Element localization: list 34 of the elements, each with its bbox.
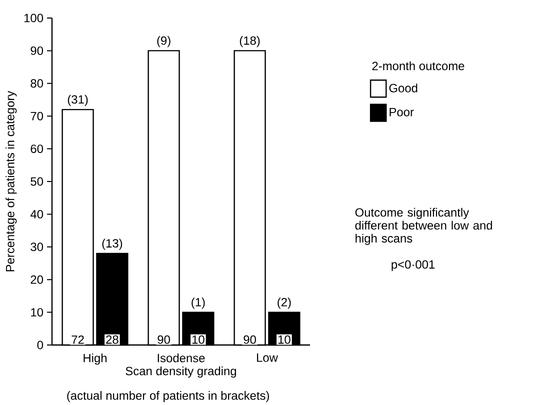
data-label: 28 <box>106 335 118 344</box>
annotation: (2) <box>278 298 291 309</box>
data-label: 90 <box>158 335 170 344</box>
y-tick-label: 50 <box>30 177 44 186</box>
y-tick-label: 80 <box>30 79 44 88</box>
y-tick-label: 40 <box>30 210 44 218</box>
y-tick-label: 30 <box>30 242 44 252</box>
y-tick-label: 60 <box>30 144 44 154</box>
text: (actual number of patients in brackets) <box>67 391 269 402</box>
legend-label: Poor <box>390 108 414 116</box>
data-label: 10 <box>192 335 204 344</box>
annotation: (9) <box>157 36 170 48</box>
data-label: 10 <box>278 335 290 344</box>
annotation: (18) <box>240 36 260 48</box>
annotation: (1) <box>192 298 205 309</box>
annotation: (31) <box>68 94 88 106</box>
data-label: 90 <box>244 335 256 344</box>
x-tick-label: Isodense <box>158 354 205 362</box>
data-label: 72 <box>72 335 84 344</box>
x-tick-label: High <box>84 354 107 365</box>
annotation: (13) <box>102 238 122 250</box>
text: p<0·001 <box>392 260 435 272</box>
y-tick-label: 10 <box>31 308 44 317</box>
y-axis-title: Percentage of patients in category <box>6 90 17 272</box>
x-tick-label: Low <box>257 354 278 362</box>
y-tick-label: 100 <box>24 14 44 22</box>
y-tick-label: 90 <box>30 46 44 55</box>
y-tick-label: 0 <box>37 340 44 350</box>
y-tick-label: 70 <box>30 112 44 120</box>
legend-label: Good <box>389 84 418 92</box>
y-tick-label: 20 <box>30 275 44 284</box>
text: Outcome significantly different between low and high scans <box>355 208 492 245</box>
legend-title: 2-month outcome <box>372 61 464 70</box>
x-axis-title: Scan density grading <box>126 366 236 378</box>
